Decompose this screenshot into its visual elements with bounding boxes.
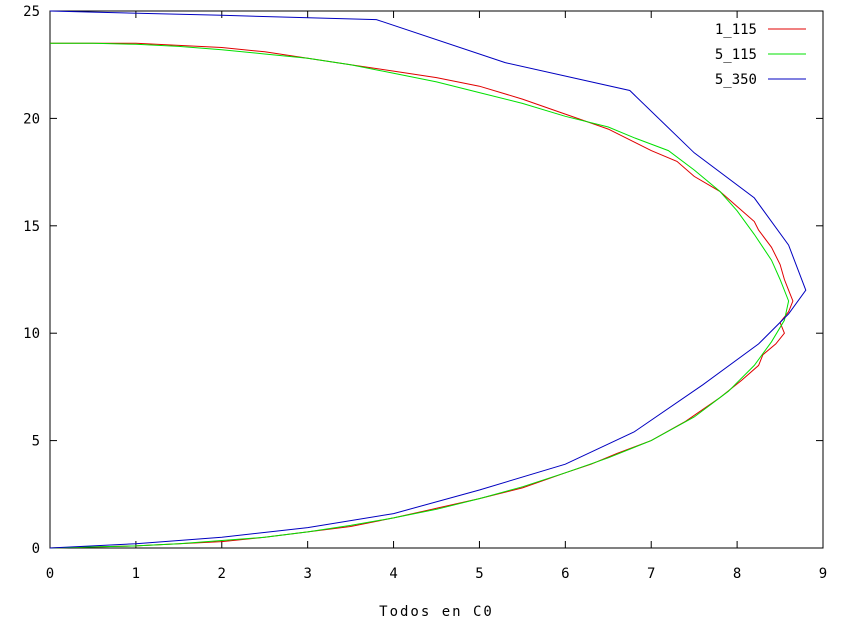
legend-label: 5_115 (715, 47, 757, 63)
x-tick-label: 3 (303, 566, 311, 582)
axis-ticks (49, 10, 824, 549)
x-tick-label: 4 (389, 566, 397, 582)
x-tick-label: 8 (733, 566, 741, 582)
x-tick-label: 6 (561, 566, 569, 582)
plot-border (49, 10, 824, 549)
x-axis-label: Todos en C0 (379, 604, 494, 620)
legend-label: 1_115 (715, 22, 757, 38)
plot-area (49, 10, 824, 549)
series-line-1_115 (49, 42, 794, 549)
y-tick-label: 10 (23, 326, 40, 342)
y-tick-label: 25 (23, 4, 40, 20)
y-tick-label: 15 (23, 219, 40, 235)
x-tick-label: 9 (819, 566, 827, 582)
y-tick-label: 20 (23, 111, 40, 127)
axis-tick-labels: 0 1 2 3 4 5 6 7 8 9 0 5 10 15 20 25 (23, 4, 827, 582)
x-tick-label: 5 (475, 566, 483, 582)
legend: 1_115 5_115 5_350 (715, 22, 806, 88)
y-tick-label: 0 (32, 541, 40, 557)
x-tick-label: 2 (218, 566, 226, 582)
x-tick-label: 0 (46, 566, 54, 582)
y-tick-label: 5 (32, 434, 40, 450)
x-tick-label: 1 (132, 566, 140, 582)
series-line-5_115 (49, 42, 790, 549)
series-line-5_350 (49, 10, 807, 549)
series-lines (49, 10, 807, 549)
x-tick-label: 7 (647, 566, 655, 582)
legend-label: 5_350 (715, 72, 757, 88)
